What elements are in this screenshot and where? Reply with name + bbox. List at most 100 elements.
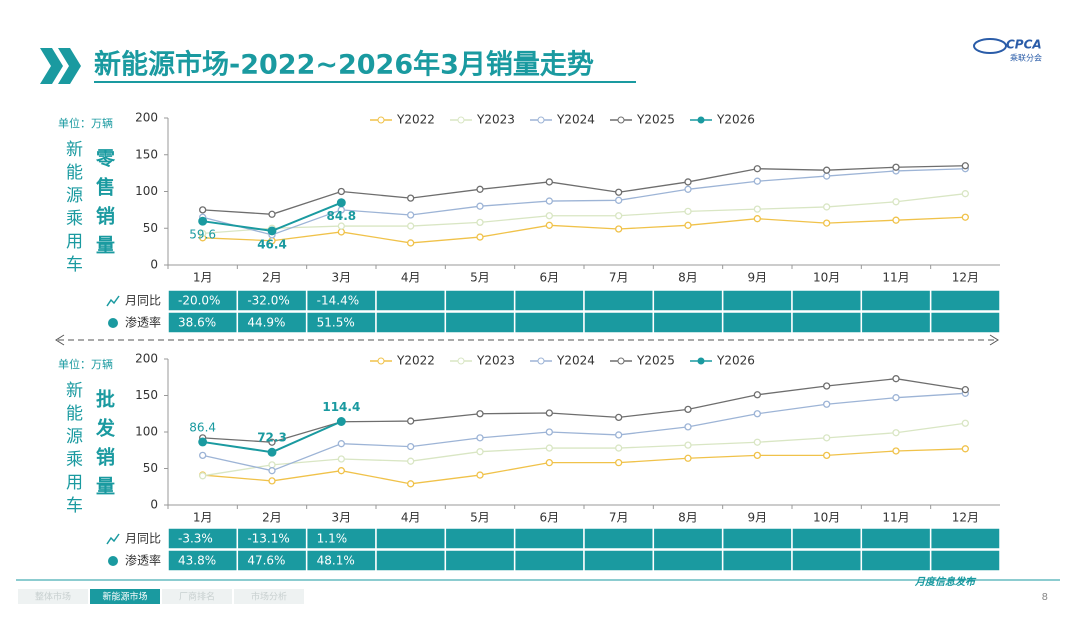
x-tick-label: 2月 [262, 511, 282, 525]
x-tick-label: 5月 [470, 271, 490, 285]
table-cell [513, 289, 585, 312]
legend-label: Y2022 [396, 354, 435, 368]
point [268, 461, 276, 469]
table-cell [652, 289, 724, 312]
point [961, 419, 969, 427]
x-tick-label: 5月 [470, 511, 490, 525]
data-label: 86.4 [189, 420, 216, 434]
point [545, 444, 553, 452]
table-cell [375, 527, 447, 550]
table-value: -13.1% [247, 532, 289, 546]
side-label: 新能源乘用车 [62, 140, 83, 278]
row-label-cell [100, 528, 168, 549]
point [753, 205, 761, 213]
series-line [202, 193, 966, 235]
table-cell [583, 311, 655, 334]
point [753, 410, 761, 418]
table-cell [375, 549, 447, 572]
x-tick-label: 7月 [609, 271, 629, 285]
y-tick-label: 50 [143, 221, 158, 235]
footer-tab[interactable] [234, 589, 304, 604]
x-tick-label: 6月 [540, 271, 560, 285]
point [753, 165, 761, 173]
point [198, 216, 208, 226]
x-tick-label: 3月 [332, 511, 352, 525]
legend-marker [537, 357, 545, 365]
point [753, 438, 761, 446]
legend-marker [457, 116, 465, 124]
table-value: 38.6% [178, 316, 216, 330]
logo: CPCA [1006, 38, 1042, 52]
table-cell [444, 527, 516, 550]
point [615, 225, 623, 233]
point [337, 455, 345, 463]
point [199, 206, 207, 214]
table-cell [791, 549, 863, 572]
point [337, 222, 345, 230]
table-cell [721, 311, 793, 334]
x-tick-label: 8月 [678, 271, 698, 285]
point [961, 213, 969, 221]
table-value: -20.0% [178, 294, 220, 308]
table-value: -3.3% [178, 532, 213, 546]
logo-sub: 乘联分会 [1010, 53, 1042, 63]
y-tick-label: 100 [135, 184, 158, 198]
footer-tab[interactable] [18, 589, 88, 604]
legend-marker [697, 116, 705, 124]
divider [55, 334, 999, 346]
table-cell [375, 289, 447, 312]
point [753, 177, 761, 185]
footer-tab-label: 整体市场 [35, 591, 71, 603]
point [823, 219, 831, 227]
x-tick-label: 11月 [882, 271, 909, 285]
point [615, 413, 623, 422]
point [684, 405, 692, 414]
point [684, 454, 692, 462]
x-tick-label: 12月 [952, 511, 979, 525]
table-cell [791, 527, 863, 550]
point [199, 472, 207, 480]
x-tick-label: 10月 [813, 511, 840, 525]
point [545, 197, 553, 205]
legend-marker [537, 116, 545, 124]
table-value: 1.1% [317, 532, 348, 546]
table-cell [375, 311, 447, 334]
series-line [202, 378, 966, 443]
unit-label: 单位：万辆 [58, 357, 113, 371]
x-tick-label: 12月 [952, 271, 979, 285]
page-title: 新能源市场-2022~2026年3月销量走势 [94, 49, 594, 81]
table-cell [513, 527, 585, 550]
footer-tab[interactable] [162, 589, 232, 604]
x-tick-label: 4月 [401, 511, 421, 525]
point [961, 445, 969, 453]
point [615, 444, 623, 452]
point [199, 229, 207, 238]
legend-marker [377, 357, 385, 365]
point [545, 409, 553, 417]
x-tick-label: 1月 [193, 271, 213, 285]
point [476, 202, 484, 210]
legend-marker [457, 357, 465, 365]
point [545, 212, 553, 220]
y-tick-label: 0 [150, 498, 158, 512]
point [823, 451, 831, 460]
footer-tab[interactable] [90, 589, 160, 604]
point [892, 429, 900, 437]
point [407, 457, 415, 465]
x-tick-label: 9月 [748, 271, 768, 285]
x-tick-label: 7月 [609, 511, 629, 525]
legend-label: Y2026 [716, 113, 755, 127]
table-value: -14.4% [317, 294, 359, 308]
table-value: 43.8% [178, 554, 216, 568]
point [545, 459, 553, 467]
legend-label: Y2024 [556, 113, 595, 127]
table-cell [444, 289, 516, 312]
row-label: 月同比 [125, 294, 161, 308]
point [476, 410, 484, 418]
point [684, 441, 692, 449]
point [268, 210, 276, 218]
table-cell [860, 289, 932, 312]
point [615, 431, 623, 439]
point [684, 207, 692, 215]
series-line [202, 422, 966, 477]
